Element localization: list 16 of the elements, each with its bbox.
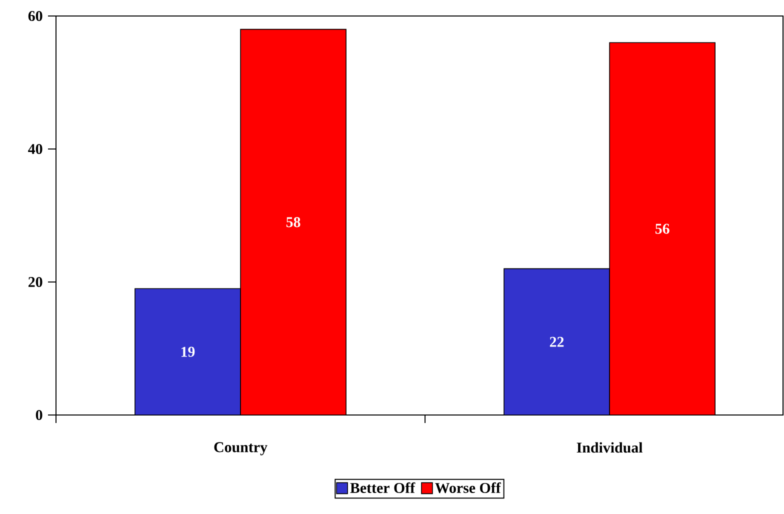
y-tick-label: 0 bbox=[36, 410, 42, 420]
y-tick-label: 20 bbox=[28, 276, 42, 288]
data-label: 58 bbox=[286, 217, 300, 228]
data-label: 22 bbox=[550, 336, 564, 347]
bar bbox=[504, 268, 610, 415]
legend-label: Worse Off bbox=[435, 482, 501, 494]
data-label: 19 bbox=[181, 346, 195, 357]
bar bbox=[134, 288, 241, 415]
data-label: 56 bbox=[655, 224, 670, 234]
bar bbox=[240, 28, 346, 415]
x-tick-label: Individual bbox=[576, 442, 643, 453]
x-tick-label: Country bbox=[214, 442, 268, 456]
y-tick-label: 60 bbox=[28, 10, 42, 22]
y-tick-label: 40 bbox=[28, 144, 42, 154]
legend-label: Better Off bbox=[350, 482, 416, 493]
bar bbox=[609, 42, 716, 415]
